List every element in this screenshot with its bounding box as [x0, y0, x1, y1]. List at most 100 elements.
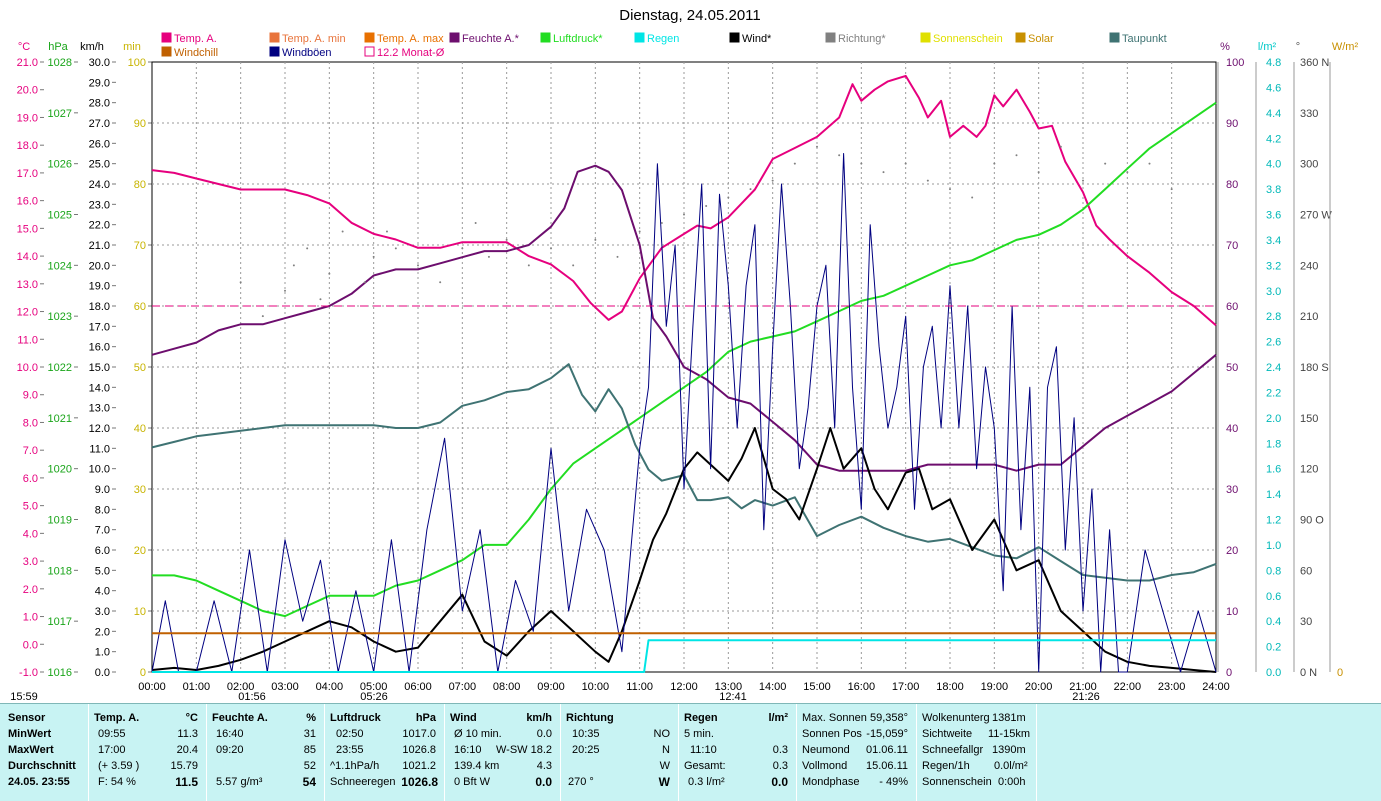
direction-point [439, 281, 442, 284]
axis-tick-label: 60 [134, 301, 146, 313]
axis-tick-label: 0 [1226, 667, 1232, 679]
axis-tick-label: 20.0 [17, 85, 38, 97]
cloud-value: 1390m [992, 744, 1026, 756]
series-line [152, 639, 1216, 673]
legend-label: Windböen [282, 47, 332, 59]
pressure-forecast: Schneeregen [330, 776, 396, 788]
divider [206, 704, 207, 801]
temp-time: 09:55 [98, 728, 126, 740]
direction-point [261, 315, 264, 318]
direction-time: 10:35 [572, 728, 600, 740]
direction-point [793, 162, 796, 165]
axis-tick-label: 23.0 [89, 199, 110, 211]
divider [560, 704, 561, 801]
axis-tick-label: 2.8 [1266, 311, 1281, 323]
axis-tick-label: 1.2 [1266, 515, 1281, 527]
direction-point [363, 281, 366, 284]
direction-point [1148, 162, 1151, 165]
direction-value: W [659, 760, 670, 772]
series-line [151, 153, 1217, 673]
direction-point [1126, 171, 1129, 174]
direction-point [394, 247, 397, 250]
time-tick-label: 12:00 [670, 681, 698, 693]
time-tick-label: 10:00 [582, 681, 610, 693]
time-tick-label: 05:00 [360, 681, 388, 693]
direction-point [904, 162, 907, 165]
direction-point [882, 171, 885, 174]
axis-tick-label: 0.0 [1266, 667, 1281, 679]
axis-tick-label: 6.0 [95, 545, 110, 557]
temp-time: F: 54 % [98, 776, 136, 788]
axis-unit-label: °C [18, 41, 30, 53]
axis-tick-label: 60 [1226, 301, 1238, 313]
axis-tick-label: 2.0 [1266, 413, 1281, 425]
pressure-time: 23:55 [336, 744, 364, 756]
axis-tick-label: 10 [134, 606, 146, 618]
axis-tick-label: 1.8 [1266, 438, 1281, 450]
axis-tick-label: 1022 [48, 362, 72, 374]
axis-tick-label: 3.4 [1266, 235, 1281, 247]
series-line [152, 101, 1217, 618]
temp-time: (+ 3.59 ) [98, 760, 140, 772]
axis-tick-label: 29.0 [89, 77, 110, 89]
axis-tick-label: 1018 [48, 565, 72, 577]
axis-tick-label: 18.0 [17, 140, 38, 152]
axis-tick-label: 0.0 [95, 667, 110, 679]
time-marker-label: 21:26 [1072, 691, 1100, 703]
cloud-value: 1381m [992, 712, 1026, 724]
time-tick-label: 13:00 [715, 681, 743, 693]
legend-swatch [364, 46, 375, 57]
axis-tick-label: 21.0 [17, 57, 38, 69]
axis-tick-label: 0 [140, 667, 146, 679]
direction-point [372, 255, 375, 258]
axis-tick-label: 10.0 [89, 464, 110, 476]
axis-tick-label: 9.0 [95, 484, 110, 496]
axis-tick-label: 270 W [1300, 210, 1332, 222]
time-axis: 00:00 01:00 02:00 03:00 04:00 05:00 06:00 07:00… [10, 681, 1230, 703]
chart-background [0, 0, 1381, 703]
rain-label: Gesamt: [684, 760, 726, 772]
legend-label: Sonnenschein [933, 33, 1003, 45]
axis-tick-label: 210 [1300, 311, 1318, 323]
humidity-value: 85 [303, 744, 316, 756]
axis-unit-label: % [1220, 41, 1230, 53]
axis-tick-label: 1.0 [23, 612, 38, 624]
axis-tick-label: 3.0 [23, 556, 38, 568]
sun-label: Vollmond [802, 760, 848, 772]
wind-value: 4.3 [536, 760, 552, 772]
direction-point [771, 179, 774, 182]
axis-tick-label: 4.0 [23, 528, 38, 540]
direction-point [993, 162, 996, 165]
time-tick-label: 24:00 [1202, 681, 1230, 693]
direction-degrees: 270 ° [568, 776, 594, 788]
axis-tick-label: 16.0 [17, 196, 38, 208]
axis-unit-label: W/m² [1332, 41, 1359, 53]
cloud-label: Sonnenschein [922, 776, 992, 788]
time-tick-label: 06:00 [404, 681, 432, 693]
axis-tick-label: 50 [1226, 362, 1238, 374]
direction-current: W [658, 775, 670, 789]
legend-swatch [161, 32, 172, 43]
legend-label: Solar [1028, 33, 1054, 45]
axis-tick-label: 18.0 [89, 301, 110, 313]
wind-current: 0.0 [535, 775, 552, 789]
axis-tick-label: 0.8 [1266, 565, 1281, 577]
direction-point [474, 221, 477, 224]
axis-tick-label: 4.4 [1266, 108, 1281, 120]
direction-point [816, 145, 818, 148]
pressure-header: Luftdruck [330, 712, 381, 724]
direction-point [838, 154, 841, 157]
axis-tick-label: 25.0 [89, 159, 110, 171]
axes-labels: 21.0 20.0 19.0 18.0 17.0 16.0 15.0 14.0 13.0 12.0… [17, 41, 1359, 679]
axis-tick-label: 90 O [1300, 515, 1324, 527]
humidity-time: 09:20 [216, 744, 244, 756]
direction-point [683, 213, 685, 216]
divider [916, 704, 917, 801]
stats-humidity: Feuchte A. % 16:40 31 09:20 85 52 5.57 g… [208, 704, 322, 801]
axis-tick-label: 20 [1226, 545, 1238, 557]
divider [88, 704, 89, 801]
time-tick-label: 01:00 [183, 681, 211, 693]
rain-unit: l/m² [768, 712, 788, 724]
direction-point [705, 205, 708, 208]
axis-tick-label: 240 [1300, 260, 1318, 272]
